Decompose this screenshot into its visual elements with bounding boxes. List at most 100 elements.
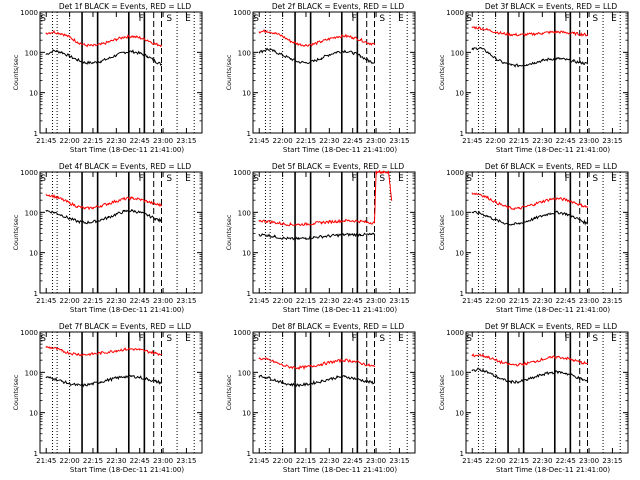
lld-point xyxy=(359,362,362,364)
event-marker-e: E xyxy=(398,14,404,24)
events-point xyxy=(510,223,512,226)
lld-point xyxy=(375,171,377,173)
lld-point xyxy=(84,354,86,356)
x-tick-label: 22:00 xyxy=(60,137,80,145)
events-point xyxy=(313,60,315,62)
x-tick-label: 22:15 xyxy=(509,297,529,305)
events-point xyxy=(84,384,86,386)
lld-point xyxy=(53,31,55,33)
lld-point xyxy=(344,359,346,361)
x-tick-label: 23:15 xyxy=(176,137,196,145)
event-marker-e: E xyxy=(398,334,404,344)
y-tick-label: 1 xyxy=(34,130,38,138)
lld-point xyxy=(352,220,354,222)
x-tick-label: 22:30 xyxy=(319,137,339,145)
events-point xyxy=(572,216,575,218)
lld-point xyxy=(533,203,536,205)
lld-point xyxy=(313,43,315,45)
events-point xyxy=(115,377,117,379)
x-tick-label: 21:45 xyxy=(462,137,482,145)
lld-point xyxy=(510,207,512,210)
lld-point xyxy=(533,33,536,35)
lld-point xyxy=(352,36,354,38)
x-tick-label: 23:15 xyxy=(602,297,622,305)
lld-point xyxy=(100,205,102,207)
events-series-line xyxy=(45,49,162,66)
lld-point xyxy=(274,221,276,224)
x-tick-label: 21:45 xyxy=(462,297,482,305)
x-tick-label: 23:00 xyxy=(579,137,599,145)
events-point xyxy=(266,376,268,378)
lld-point xyxy=(328,221,330,223)
lld-series-line xyxy=(258,169,393,227)
lld-point xyxy=(305,223,307,225)
lld-point xyxy=(320,221,323,224)
events-point xyxy=(359,55,362,57)
lld-point xyxy=(320,40,323,43)
events-point xyxy=(297,238,299,240)
lld-point xyxy=(526,34,528,36)
y-tick-label: 1 xyxy=(460,290,464,298)
events-series-line xyxy=(472,210,588,226)
plot-frame xyxy=(465,11,629,134)
lld-point xyxy=(123,36,125,38)
events-series-line xyxy=(258,47,375,65)
event-marker-s: S xyxy=(379,174,385,184)
event-marker-s: S xyxy=(466,334,472,344)
lld-point xyxy=(131,197,133,199)
x-tick-label: 22:45 xyxy=(130,137,150,145)
lld-point xyxy=(266,30,268,32)
x-tick-label: 22:30 xyxy=(319,457,339,465)
y-axis-label: Counts/sec xyxy=(12,54,20,90)
lld-point xyxy=(160,353,163,355)
lld-point xyxy=(146,350,149,353)
x-tick-label: 22:15 xyxy=(83,297,103,305)
y-tick-label: 100 xyxy=(451,209,464,217)
events-point xyxy=(471,211,473,213)
event-marker-e: E xyxy=(185,14,191,24)
lld-point xyxy=(510,364,512,366)
x-axis-label: Start Time (18-Dec-11 21:41:00) xyxy=(496,466,610,474)
events-point xyxy=(123,210,125,213)
x-tick-label: 23:00 xyxy=(153,457,173,465)
events-point xyxy=(320,236,323,238)
events-point xyxy=(100,381,102,383)
lld-point xyxy=(146,39,149,41)
y-axis-label: Counts/sec xyxy=(225,214,233,250)
x-tick-label: 22:15 xyxy=(509,137,529,145)
lld-point xyxy=(572,201,575,203)
x-tick-label: 21:45 xyxy=(462,457,482,465)
event-marker-e: E xyxy=(398,174,404,184)
events-point xyxy=(61,51,63,53)
lld-point xyxy=(107,41,110,43)
events-point xyxy=(76,59,78,61)
plot-frame xyxy=(465,171,629,294)
y-tick-label: 1 xyxy=(247,450,251,458)
x-tick-label: 23:00 xyxy=(366,137,386,145)
events-point xyxy=(92,62,94,64)
events-point xyxy=(479,47,481,49)
events-point xyxy=(45,376,47,378)
lld-point xyxy=(305,44,307,46)
lld-point xyxy=(586,362,589,365)
event-marker-s: S xyxy=(379,334,385,344)
lld-point xyxy=(258,31,260,33)
event-marker-e: E xyxy=(611,334,617,344)
y-tick-label: 100 xyxy=(238,369,251,377)
panel-det-7: Det 7f BLACK = Events, RED = LLD 1 10 100 10… xyxy=(12,322,203,474)
x-tick-label: 22:30 xyxy=(106,457,126,465)
plot-frame xyxy=(39,171,203,294)
lld-point xyxy=(518,207,520,210)
events-point xyxy=(100,219,102,221)
x-axis-label: Start Time (18-Dec-11 21:41:00) xyxy=(70,146,184,154)
events-point xyxy=(266,234,268,236)
panel-title: Det 1f BLACK = Events, RED = LLD xyxy=(59,2,192,11)
events-point xyxy=(328,235,330,237)
events-point xyxy=(487,215,489,217)
x-axis-label: Start Time (18-Dec-11 21:41:00) xyxy=(496,306,610,314)
event-marker-f: F xyxy=(565,14,570,24)
y-tick-label: 1000 xyxy=(446,9,464,17)
events-point xyxy=(336,234,338,236)
events-point xyxy=(146,378,149,380)
